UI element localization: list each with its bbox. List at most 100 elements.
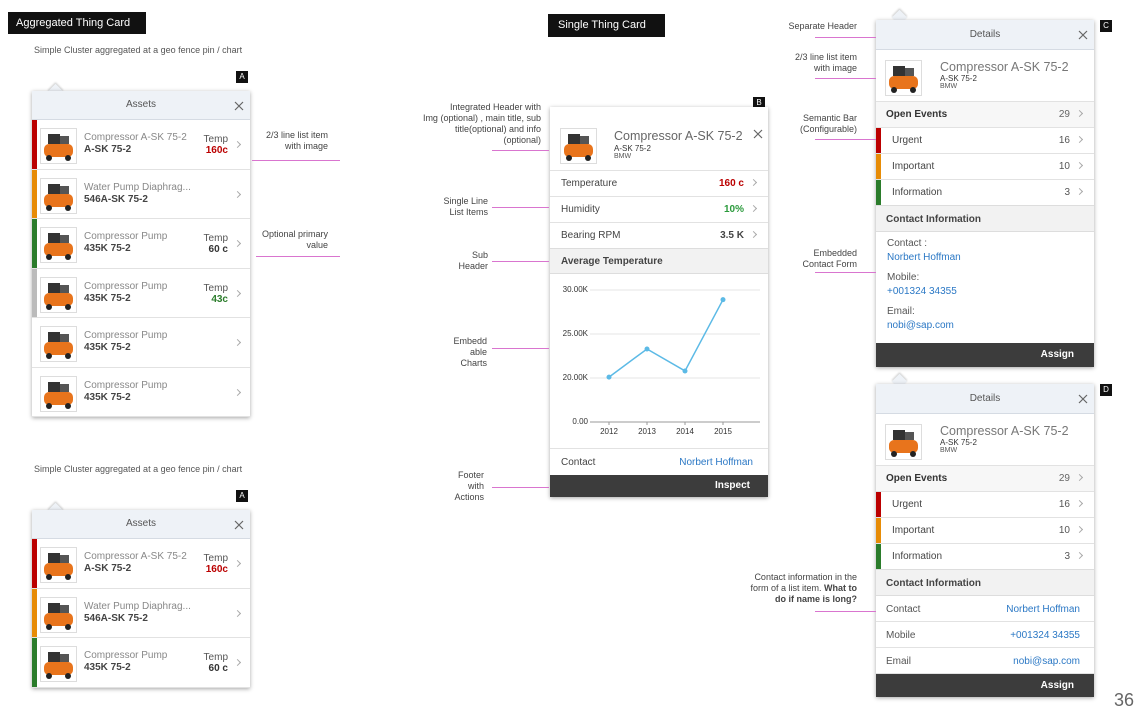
contact-link[interactable]: Norbert Hoffman [679,457,753,468]
motor [48,183,60,194]
contact-link[interactable]: Norbert Hoffman [1006,604,1080,615]
item-count: 16 [1058,499,1070,510]
point [682,368,688,374]
wheel [46,353,52,359]
list-item[interactable]: Water Pump Diaphrag... 546A-SK 75-2 [32,588,250,638]
motor [48,381,60,392]
semantic-bar [32,268,37,317]
list-item[interactable]: Urgent 16 [876,491,1094,518]
list-item[interactable]: Compressor A-SK 75-2 A-SK 75-2 Temp 160c [32,539,250,589]
wheel [65,303,71,310]
chevron [1075,473,1084,482]
close-stroke [1078,394,1088,404]
list-item[interactable]: Compressor Pump 435K 75-2 Temp 60 c [32,638,250,688]
pump [60,654,69,662]
list-item[interactable]: Important 10 [876,517,1094,544]
item-subtitle: A-SK 75-2 [940,74,977,83]
footer-action[interactable]: Assign [1040,680,1074,691]
semantic-bar [876,128,881,154]
item-title: Compressor Pump [84,650,168,661]
tank [44,243,73,256]
item-count: 10 [1058,161,1070,172]
list-item[interactable]: Compressor A-SK 75-2 A-SK 75-2 Temp 160c [32,120,250,170]
contact-link[interactable]: nobi@sap.com [887,320,954,331]
contact-link[interactable]: +001324 34355 [887,286,957,297]
list-item[interactable]: Humidity 10% [550,196,768,222]
close-icon[interactable] [234,520,244,530]
item-info: BMW [940,447,958,454]
list-item[interactable]: Compressor Pump 435K 75-2 [32,368,250,417]
contact-label: Contact [886,604,921,615]
sub-header: Average Temperature [550,248,768,274]
product-image [40,596,77,633]
semantic-bar [32,169,37,218]
item-value: 160 c [718,178,744,189]
item-subtitle: A-SK 75-2 [940,438,977,447]
footer-action[interactable]: Inspect [714,480,750,491]
item-count: 3 [1064,551,1070,562]
motor [48,553,60,563]
item-subtitle: 546A-SK 75-2 [84,193,148,205]
contact-link[interactable]: +001324 34355 [1010,630,1080,641]
list-item[interactable]: Temperature 160 c [550,170,768,196]
list-item[interactable]: Compressor Pump 435K 75-2 Temp 43c [32,268,250,318]
list-item[interactable]: Information 3 [876,543,1094,570]
close-icon[interactable] [1078,394,1088,404]
tank [44,612,73,626]
card-title: Details [969,393,1001,404]
item-subtitle: 435K 75-2 [84,662,131,673]
wheel [65,155,71,161]
chevron [233,338,242,347]
badge: A [236,71,248,83]
list-item[interactable]: Compressor Pump 435K 75-2 Temp 60 c [32,219,250,269]
annotation: Separate Header [788,21,857,31]
sub-header: Contact Information [876,205,1094,232]
item-title: Compressor Pump [84,379,168,391]
motor [893,66,905,76]
list-item[interactable]: Open Events 29 [876,465,1094,491]
semantic-bar [32,539,37,588]
semantic-bar [32,120,37,169]
list-item[interactable]: Important 10 [876,153,1094,180]
motor [48,282,60,293]
list-item[interactable]: Water Pump Diaphrag... 546A-SK 75-2 [32,169,250,219]
list-item[interactable]: Compressor Pump 435K 75-2 [32,318,250,368]
close-icon[interactable] [1078,30,1088,40]
close-icon[interactable] [753,129,763,139]
item-title: Compressor A-SK 75-2 [940,60,1069,74]
card: Assets Compressor A-SK 75-2 A-SK 75-2 Temp 1… [32,91,250,417]
annotation-line [492,207,549,208]
wheel [65,254,71,260]
contact-link[interactable]: nobi@sap.com [1013,656,1080,667]
close-icon[interactable] [234,101,244,111]
footer-action[interactable]: Assign [1040,349,1074,360]
list-item[interactable]: Urgent 16 [876,127,1094,154]
card-title: Details [969,29,1001,40]
close-stroke [753,129,763,139]
badge: D [1100,384,1112,396]
wheel [585,155,591,161]
contact-label: Contact [561,457,596,468]
item-value: 3.5 K [720,230,744,241]
chevron [1075,187,1084,196]
chevron [749,178,758,187]
annotation-line [815,611,876,612]
item-label: Open Events [886,109,948,120]
wheel [46,204,52,211]
info-label: Temp [203,134,228,145]
chevron [233,190,242,198]
contact-link[interactable]: Norbert Hoffman [887,252,961,263]
pump [60,136,69,144]
list-item[interactable]: Open Events 29 [876,101,1094,127]
x-tick-label: 2014 [676,427,694,436]
list-item[interactable]: Information 3 [876,179,1094,206]
wheel [65,402,71,409]
wheel [891,87,897,93]
item-title: Compressor Pump [84,280,168,292]
list-item[interactable]: Bearing RPM 3.5 K [550,222,768,248]
tank [44,292,73,306]
item-label: Important [892,525,935,536]
x-tick-label: 2013 [638,427,656,436]
badge: A [236,490,248,502]
